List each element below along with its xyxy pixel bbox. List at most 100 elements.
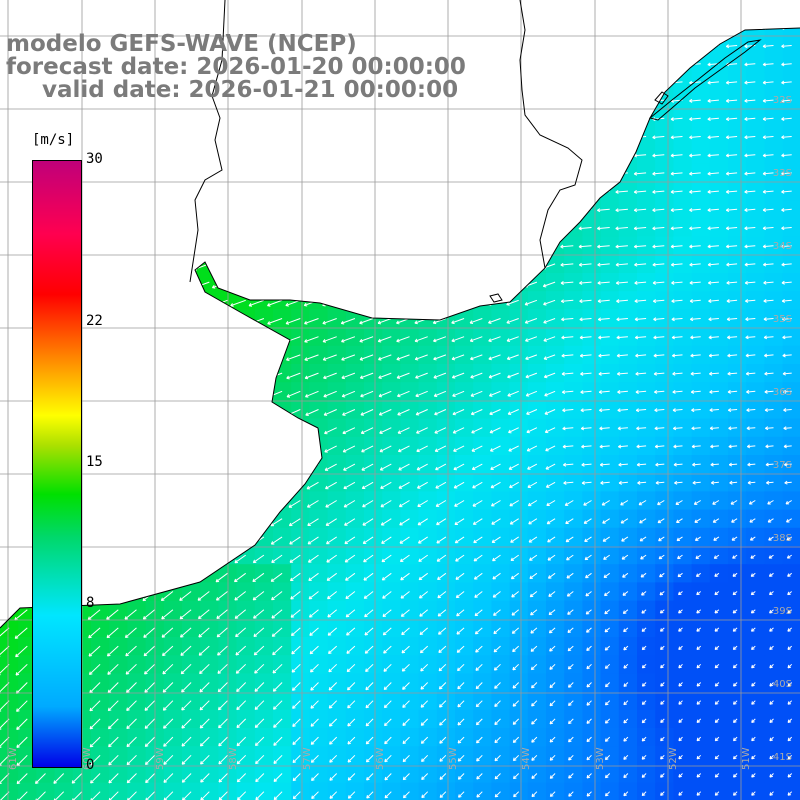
wind-arrow-head xyxy=(634,262,638,266)
wind-arrow xyxy=(415,372,428,379)
field-cell xyxy=(382,564,401,583)
field-cell xyxy=(637,400,656,420)
wind-arrow-head xyxy=(468,175,472,178)
field-cell xyxy=(364,291,383,310)
wind-arrow xyxy=(597,81,610,84)
wind-arrow-head xyxy=(561,335,565,339)
wind-arrow-head xyxy=(469,231,473,234)
wind-arrow xyxy=(358,263,374,270)
wind-arrow-head xyxy=(487,31,491,34)
field-cell xyxy=(582,309,602,329)
wind-arrow xyxy=(745,299,756,302)
wind-arrow-head xyxy=(157,250,161,253)
wind-arrow xyxy=(212,190,228,198)
wind-arrow xyxy=(598,318,610,321)
field-cell xyxy=(509,91,529,110)
wind-arrow xyxy=(580,372,592,375)
wind-arrow-head xyxy=(745,10,748,11)
wind-arrow xyxy=(561,336,574,339)
wind-arrow-head xyxy=(84,250,88,253)
wind-arrow xyxy=(397,390,410,397)
wind-arrow-head xyxy=(524,67,528,70)
wind-arrow-head xyxy=(193,230,197,234)
wind-arrow-head xyxy=(230,250,234,253)
field-cell xyxy=(436,564,456,583)
wind-arrow-head xyxy=(762,226,766,229)
wind-arrow xyxy=(636,409,647,411)
field-cell xyxy=(728,618,747,638)
wind-arrow-head xyxy=(707,208,711,211)
wind-arrow-head xyxy=(781,189,785,193)
wind-arrow-head xyxy=(578,209,582,213)
wind-arrow xyxy=(230,336,246,343)
field-cell xyxy=(582,418,602,438)
wind-arrow-head xyxy=(562,408,566,411)
wind-arrow-head xyxy=(342,412,345,416)
field-cell xyxy=(436,618,456,638)
wind-arrow-head xyxy=(744,80,748,84)
wind-arrow-head xyxy=(395,29,398,33)
wind-arrow xyxy=(781,63,792,66)
field-cell xyxy=(327,182,347,201)
wind-arrow-head xyxy=(451,304,455,306)
wind-arrow-head xyxy=(248,157,252,161)
field-cell xyxy=(364,36,383,56)
wind-arrow-head xyxy=(358,250,362,252)
wind-arrow-head xyxy=(303,286,308,289)
field-cell xyxy=(491,546,511,565)
wind-arrow-head xyxy=(266,232,270,235)
field-cell xyxy=(473,145,492,165)
field-cell xyxy=(728,345,747,365)
wind-arrow xyxy=(231,390,246,398)
wind-arrow xyxy=(121,245,137,252)
wind-arrow-head xyxy=(414,356,418,360)
wind-arrow-head xyxy=(11,394,15,398)
wind-arrow xyxy=(266,117,283,125)
wind-arrow xyxy=(11,245,28,252)
field-cell xyxy=(364,345,383,365)
wind-arrow-head xyxy=(432,104,436,107)
field-cell xyxy=(673,618,693,638)
wind-arrow xyxy=(597,281,610,284)
wind-arrow xyxy=(193,117,210,125)
field-cell xyxy=(163,345,183,365)
field-cell xyxy=(746,364,765,383)
field-cell xyxy=(618,72,638,92)
wind-arrow-head xyxy=(672,389,676,393)
wind-arrow-head xyxy=(212,375,216,379)
field-cell xyxy=(327,345,347,365)
field-cell xyxy=(0,236,19,256)
field-cell xyxy=(400,764,420,784)
field-cell xyxy=(382,254,401,274)
wind-arrow-head xyxy=(633,226,637,229)
field-cell xyxy=(728,491,747,511)
wind-arrow xyxy=(285,172,301,179)
wind-arrow xyxy=(358,154,374,161)
wind-arrow-head xyxy=(395,122,399,125)
field-cell xyxy=(764,655,784,674)
field-cell xyxy=(400,546,420,565)
wind-arrow-head xyxy=(487,138,490,142)
field-cell xyxy=(673,637,693,656)
wind-arrow xyxy=(580,390,592,393)
field-cell xyxy=(436,709,456,729)
field-cell xyxy=(618,618,638,638)
wind-arrow-head xyxy=(560,299,564,302)
wind-arrow-head xyxy=(103,214,107,216)
wind-arrow-head xyxy=(230,196,234,198)
wind-arrow-head xyxy=(633,117,637,120)
field-cell xyxy=(200,473,219,492)
field-cell xyxy=(691,109,711,128)
wind-arrow-head xyxy=(689,299,693,302)
wind-arrow-head xyxy=(248,321,252,325)
wind-arrow-head xyxy=(764,408,768,411)
wind-arrow-head xyxy=(652,64,656,67)
field-cell xyxy=(109,455,128,474)
field-cell xyxy=(491,72,511,92)
field-cell xyxy=(182,418,201,438)
field-cell xyxy=(254,527,274,547)
wind-arrow xyxy=(360,409,374,416)
wind-arrow-head xyxy=(395,286,400,289)
field-cell xyxy=(564,254,583,274)
